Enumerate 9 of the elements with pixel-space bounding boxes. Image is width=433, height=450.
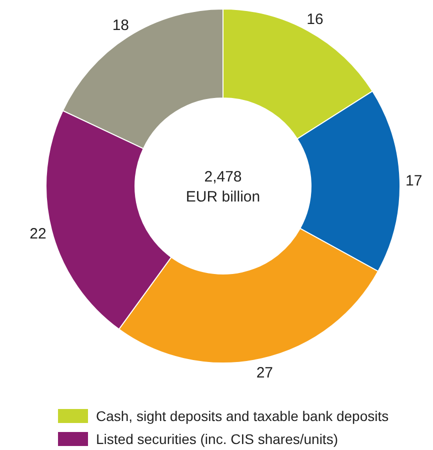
legend-label: Cash, sight deposits and taxable bank deposits bbox=[96, 408, 389, 424]
legend-label: Listed securities (inc. CIS shares/units) bbox=[96, 430, 338, 447]
text: EUR billion bbox=[186, 188, 260, 206]
data-label: 22 bbox=[30, 226, 46, 243]
data-label: 16 bbox=[306, 10, 324, 28]
data-label: 27 bbox=[256, 364, 274, 382]
data-label: 17 bbox=[406, 172, 422, 190]
data-label: 18 bbox=[112, 16, 129, 34]
text: 2,478 bbox=[204, 168, 242, 186]
